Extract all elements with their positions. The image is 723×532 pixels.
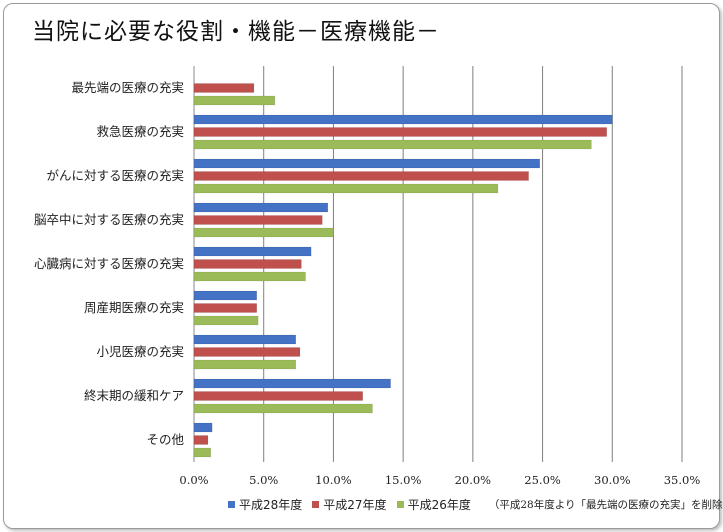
category-label: 小児医療の充実 [96,344,184,359]
slide-frame [3,3,720,529]
bar [193,227,334,238]
bar [193,139,592,150]
chart-annotation: （平成28年度より「最先端の医療の充実」を削除） [488,499,723,511]
bar [193,378,391,389]
legend-label-h26: 平成26年度 [407,498,471,512]
x-tick-label: 5.0% [249,473,278,487]
bar [193,215,323,225]
x-tick-label: 10.0% [315,473,352,487]
bar [193,83,255,93]
bar [193,391,363,401]
legend-swatch-h26 [396,501,404,508]
bar [193,303,257,313]
bar [193,246,312,257]
legend-item-h26: 平成26年度 [396,496,471,513]
bar [193,290,257,301]
bar [193,447,211,458]
bar [193,171,529,181]
legend-label-h28: 平成28年度 [239,498,303,512]
category-label: 救急医療の充実 [96,124,184,139]
bar [193,114,613,125]
bar [193,271,306,282]
bar [193,435,209,445]
category-label: その他 [146,432,184,447]
category-label: 終末期の緩和ケア [84,388,184,403]
category-label: 脳卒中に対する医療の充実 [34,212,184,227]
legend-item-h27: 平成27年度 [312,496,387,513]
category-label: 最先端の医療の充実 [71,80,184,95]
bar [193,202,329,213]
bar [193,422,213,433]
x-tick-label: 15.0% [385,473,422,487]
x-tick-label: 20.0% [455,473,492,487]
legend-swatch-h27 [312,501,320,508]
page-title: 当院に必要な役割・機能－医療機能－ [32,19,440,45]
bar [193,127,607,137]
bar [193,183,499,194]
bar [193,403,373,414]
category-label: 心臓病に対する医療の充実 [34,256,184,271]
bar [193,315,259,326]
bar [193,95,276,106]
legend-item-h28: 平成28年度 [228,496,302,513]
bar [193,259,302,269]
bar [193,158,541,169]
bar [193,334,297,345]
x-tick-label: 30.0% [594,473,631,487]
bar [193,347,301,357]
legend-swatch-h28 [228,501,235,508]
bar [193,359,297,370]
x-tick-label: 0.0% [179,473,208,487]
category-label: がんに対する医療の充実 [46,168,184,183]
category-label: 周産期医療の充実 [84,300,184,315]
chart-legend: 平成28年度 平成27年度 平成26年度 （平成28年度より「最先端の医療の充実… [228,496,723,513]
x-tick-label: 25.0% [524,473,561,487]
legend-label-h27: 平成27年度 [323,498,387,512]
x-tick-label: 35.0% [664,473,701,487]
